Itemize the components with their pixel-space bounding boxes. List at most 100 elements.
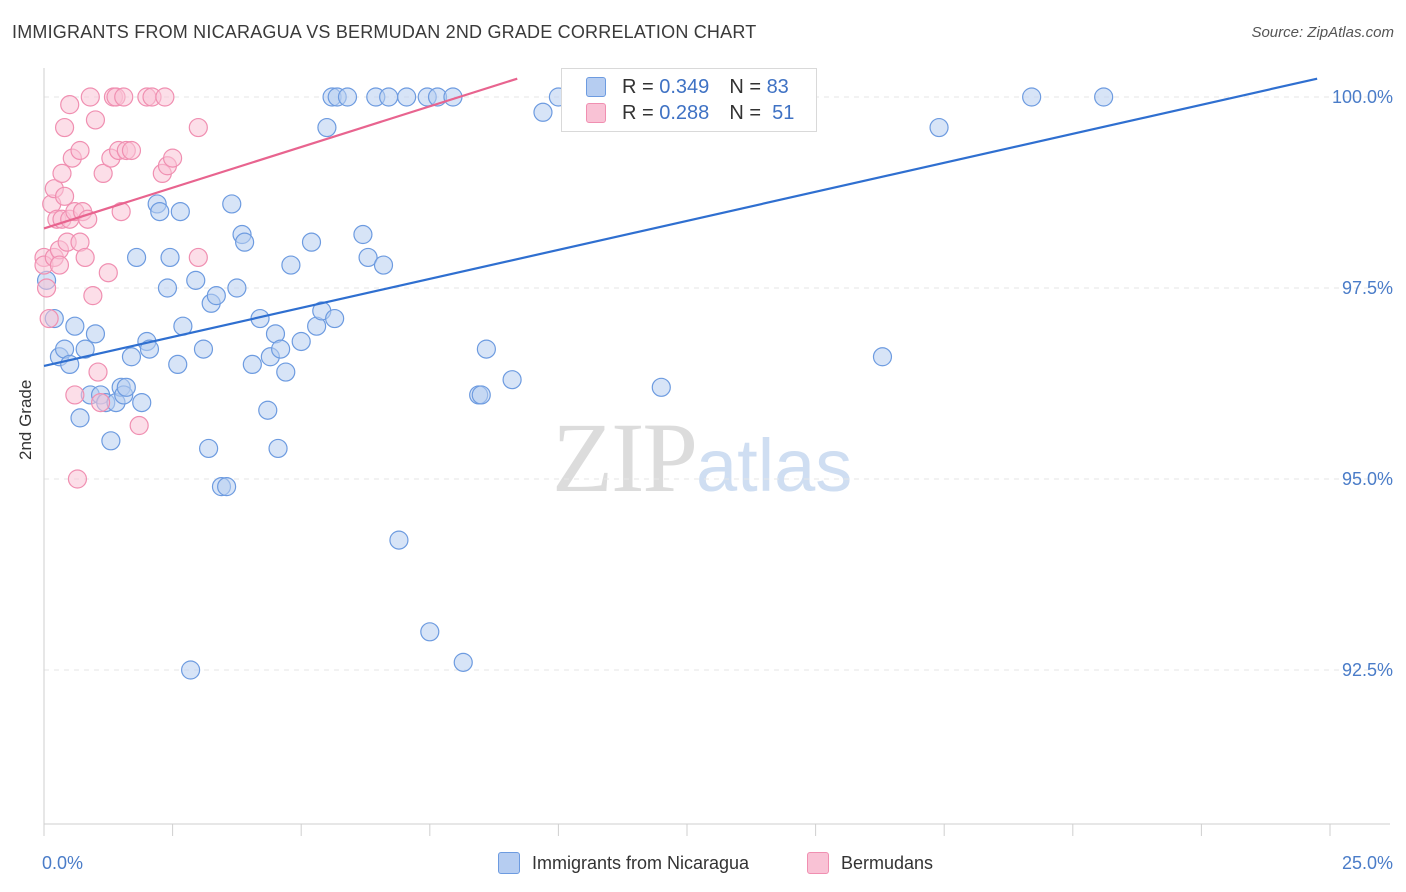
bermudan-point	[85, 110, 106, 130]
legend-n-value: 83	[766, 75, 789, 98]
nicaragua-point	[476, 339, 496, 359]
nicaragua-point	[181, 660, 201, 680]
nicaragua-point	[126, 247, 147, 268]
bermudan-point	[98, 263, 118, 283]
bermudan-point	[163, 148, 183, 168]
nicaragua-point	[373, 255, 394, 275]
bermudan-point	[49, 255, 70, 275]
bermudan-point	[67, 469, 88, 489]
bottom-legend-label: Immigrants from Nicaragua	[532, 852, 750, 873]
nicaragua-point	[101, 431, 121, 451]
nicaragua-point	[235, 232, 255, 252]
bermudan-point	[111, 202, 131, 222]
nicaragua-point	[502, 370, 522, 390]
bermudan-point	[121, 140, 142, 161]
bermudan-point	[60, 95, 80, 115]
bermudan-point	[80, 87, 100, 107]
x-tick-label: 0.0%	[42, 853, 84, 873]
nicaragua-point	[651, 377, 671, 397]
y-axis-label: 2nd Grade	[16, 379, 35, 460]
nicaragua-point	[291, 331, 311, 352]
legend-swatch-pink	[586, 103, 606, 123]
nicaragua-point	[271, 339, 291, 359]
nicaragua-point	[75, 339, 95, 359]
nicaragua-point	[227, 278, 247, 298]
bermudan-point	[39, 308, 59, 329]
nicaragua-point	[157, 278, 178, 298]
bottom-legend-bermudans: Bermudans	[807, 852, 933, 874]
legend-r-value: 0.288	[659, 101, 710, 124]
nicaragua-point	[1022, 87, 1042, 107]
nicaragua-point	[186, 270, 206, 290]
bermudan-trend-line	[43, 77, 518, 230]
bermudan-point	[70, 140, 90, 161]
nicaragua-point	[65, 316, 85, 336]
nicaragua-trend-line	[43, 77, 1318, 368]
legend-r-value: 0.349	[659, 75, 710, 98]
nicaragua-point	[268, 438, 288, 459]
bottom-legend-swatch-pink	[807, 852, 829, 874]
nicaragua-point	[358, 247, 378, 268]
bermudan-point	[114, 87, 134, 107]
nicaragua-point	[872, 347, 893, 367]
y-tick-label: 97.5%	[1341, 278, 1393, 298]
nicaragua-point	[116, 377, 136, 397]
nicaragua-point	[222, 194, 242, 214]
nicaragua-point	[242, 354, 262, 374]
nicaragua-point	[281, 255, 301, 275]
y-tick-label: 100.0%	[1331, 87, 1393, 107]
legend-n-value: 51	[772, 101, 795, 124]
nicaragua-point	[471, 385, 491, 405]
bermudan-point	[155, 87, 175, 107]
bermudan-point	[90, 393, 111, 413]
nicaragua-point	[206, 286, 226, 306]
nicaragua-point	[301, 232, 322, 252]
nicaragua-point	[929, 117, 949, 138]
nicaragua-point	[397, 87, 417, 107]
bottom-legend-nicaragua: Immigrants from Nicaragua	[498, 852, 749, 874]
nicaragua-point	[217, 477, 237, 497]
nicaragua-point	[389, 530, 409, 550]
nicaragua-point	[420, 622, 440, 642]
nicaragua-point	[379, 87, 399, 107]
nicaragua-point	[317, 117, 337, 138]
nicaragua-point	[337, 87, 358, 107]
bermudan-point	[54, 186, 75, 206]
legend-r-label: R =	[622, 101, 654, 124]
nicaragua-point	[132, 393, 152, 413]
source-label: Source: ZipAtlas.com	[1251, 24, 1394, 41]
legend-row-bermudans: R = 0.288 N = 51	[586, 100, 794, 126]
bermudan-point	[54, 117, 75, 138]
bermudan-point	[65, 385, 85, 405]
bermudan-point	[88, 362, 108, 382]
bermudan-point	[36, 278, 57, 298]
nicaragua-point	[160, 247, 180, 268]
y-tick-label: 92.5%	[1341, 660, 1393, 680]
nicaragua-point	[353, 224, 373, 245]
bermudan-point	[52, 163, 72, 183]
legend-n-label: N =	[729, 101, 761, 124]
legend-row-nicaragua: R = 0.349 N = 83	[586, 74, 789, 100]
nicaragua-point	[533, 102, 553, 122]
bermudan-point	[75, 247, 95, 268]
bermudan-point	[78, 209, 98, 229]
bermudan-point	[83, 286, 103, 306]
correlation-legend: R = 0.349 N = 83 R = 0.288 N = 51	[561, 68, 817, 132]
bermudan-point	[188, 117, 208, 138]
nicaragua-point	[85, 324, 106, 344]
chart-title: IMMIGRANTS FROM NICARAGUA VS BERMUDAN 2N…	[12, 22, 757, 42]
nicaragua-point	[150, 202, 170, 222]
y-tick-label: 95.0%	[1341, 469, 1393, 489]
legend-n-label: N =	[729, 75, 761, 98]
bottom-legend-swatch-blue	[498, 852, 520, 874]
nicaragua-point	[170, 202, 190, 222]
bermudan-point	[188, 247, 208, 268]
bermudan-point	[93, 163, 113, 183]
nicaragua-point	[1094, 87, 1114, 107]
bermudan-point	[129, 415, 149, 436]
nicaragua-point	[139, 339, 160, 359]
nicaragua-point	[258, 400, 278, 420]
nicaragua-point	[199, 438, 219, 459]
legend-r-label: R =	[622, 75, 654, 98]
